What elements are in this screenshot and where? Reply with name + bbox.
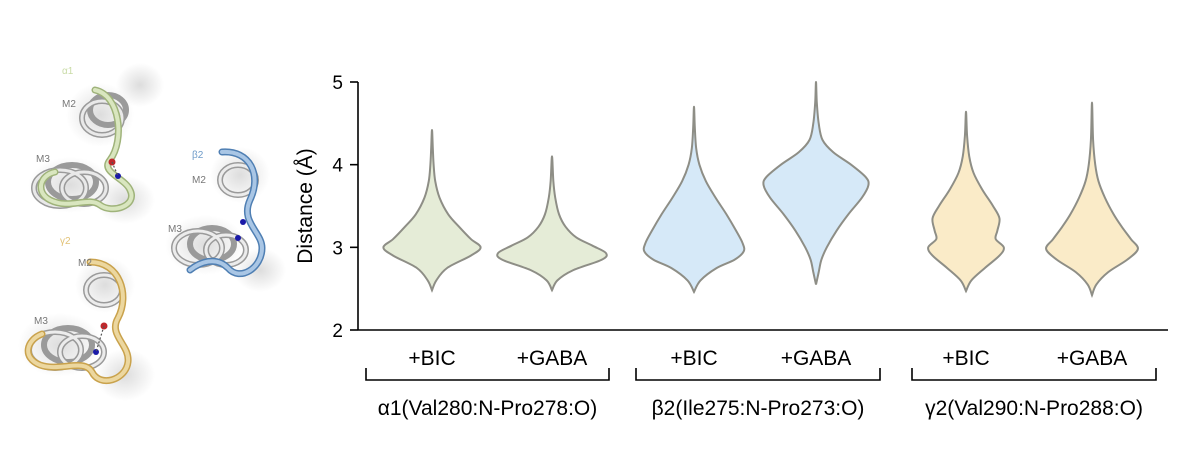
group-bracket [635,368,881,381]
beta2-m3-label: M3 [168,224,182,235]
violin-1 [382,128,482,293]
y-tick-label: 4 [332,156,343,177]
violin-5 [927,110,1005,294]
category-label: +BIC [670,347,717,370]
category-label: +GABA [517,347,588,370]
beta2-structure: β2 M2 M3 [165,147,286,292]
alpha1-label: α1 [62,66,74,77]
violin-6 [1045,101,1139,298]
structure-panel: α1 M2 M3 β2 M2 [18,63,286,401]
group-label: β2(Ile275:N-Pro273:O) [652,397,865,420]
nitrogen-atom-icon [115,173,121,179]
y-tick-label: 3 [332,238,343,259]
group-brackets: α1(Val280:N-Pro278:O) β2(Ile275:N-Pro273:… [365,368,1157,420]
category-label: +GABA [781,347,852,370]
beta2-m2-label: M2 [192,175,206,186]
alpha1-m2-label: M2 [62,99,76,110]
group-label: γ2(Val290:N-Pro288:O) [925,397,1143,420]
alpha1-structure: α1 M2 M3 [28,63,164,224]
category-label: +BIC [408,347,455,370]
nitrogen-atom-icon [235,235,241,241]
nitrogen-atom-icon [93,349,99,355]
category-label: +BIC [942,347,989,370]
violin-2 [496,155,608,293]
nitrogen-atom-icon [240,219,246,225]
violin-4 [762,80,870,285]
y-axis: 2 3 4 5 [332,73,359,342]
y-tick-label: 2 [332,321,343,342]
beta2-label: β2 [192,150,204,161]
y-axis-label: Distance (Å) [294,148,317,264]
group-label: α1(Val280:N-Pro278:O) [378,397,598,420]
gamma2-structure: γ2 M2 M3 [18,236,155,401]
violin-series [382,80,1139,298]
category-label: +GABA [1057,347,1128,370]
group-bracket [365,368,610,381]
gamma2-m2-label: M2 [78,258,92,269]
gamma2-label: γ2 [60,236,71,247]
gamma2-m3-label: M3 [34,316,48,327]
violin-3 [642,105,746,295]
x-axis-labels: +BIC +GABA +BIC +GABA +BIC +GABA [408,347,1127,370]
alpha1-m3-label: M3 [36,154,50,165]
y-tick-label: 5 [332,73,343,94]
group-bracket [911,368,1157,381]
